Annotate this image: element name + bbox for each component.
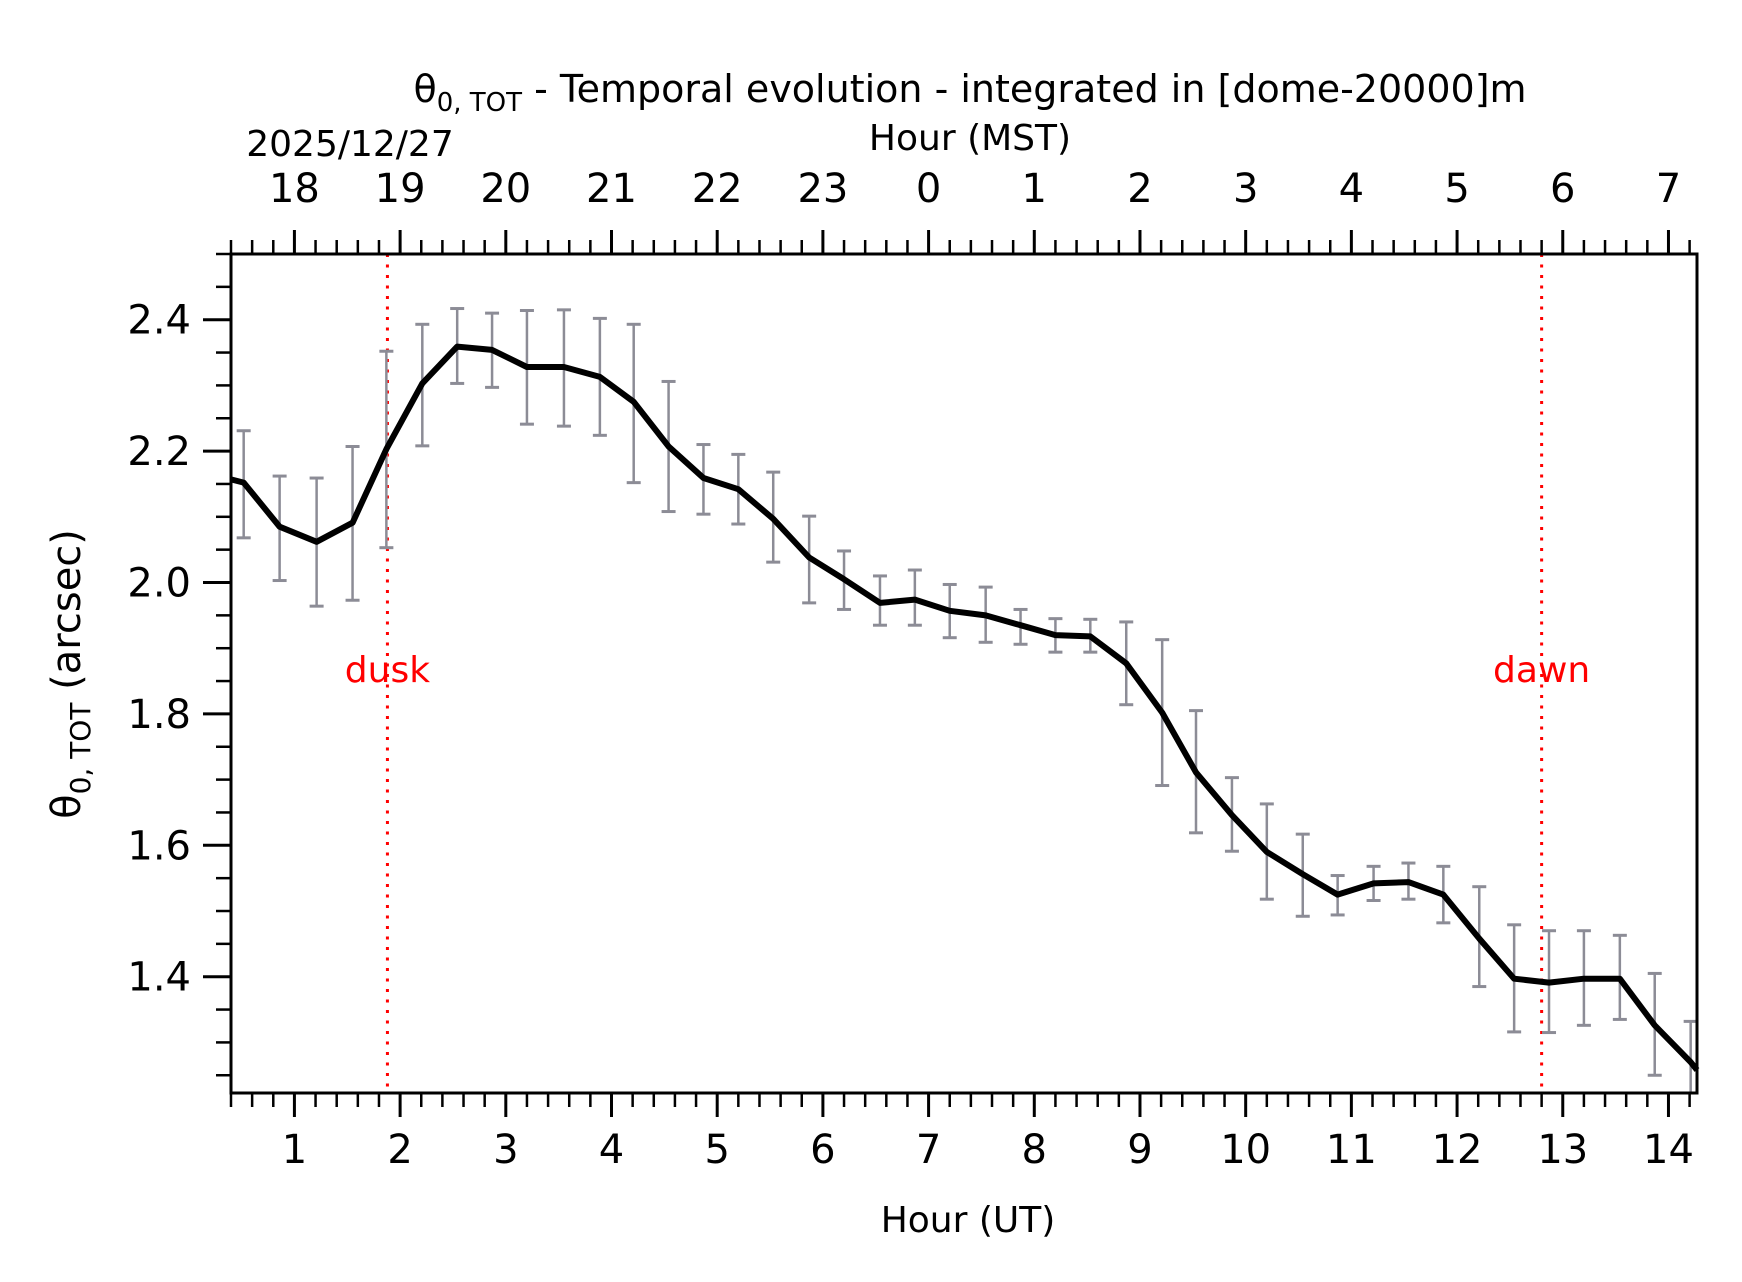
y-axis-title: θ0, TOT (arcsec) <box>44 529 97 819</box>
top-axis-title: Hour (MST) <box>869 118 1071 159</box>
date-label: 2025/12/27 <box>246 124 454 165</box>
dusk-label: dusk <box>345 650 430 691</box>
y-tick-label: 1.6 <box>127 823 191 869</box>
event-lines: dusk dawn <box>345 254 1590 1093</box>
error-bars <box>236 307 1698 1095</box>
x-tick-label: 9 <box>1127 1127 1152 1173</box>
x-tick-label: 12 <box>1432 1127 1483 1173</box>
title-symbol: θ <box>413 67 436 111</box>
x-top-tick-label: 6 <box>1550 166 1575 212</box>
y-tick-label: 2.2 <box>127 429 191 475</box>
plot-frame <box>229 252 1699 1095</box>
title-text: - Temporal evolution - integrated in [do… <box>522 67 1527 111</box>
dawn-label: dawn <box>1493 650 1590 691</box>
x-tick-label: 10 <box>1220 1127 1271 1173</box>
y-tick-label: 2.4 <box>127 298 191 344</box>
x-tick-label: 4 <box>599 1127 624 1173</box>
y-axis-symbol: θ <box>44 794 90 818</box>
x-top-tick-label: 7 <box>1656 166 1681 212</box>
y-tick-label: 1.8 <box>127 692 191 738</box>
x-top-tick-label: 1 <box>1022 166 1047 212</box>
chart-title: θ0, TOT - Temporal evolution - integrate… <box>413 67 1526 118</box>
x-top-tick-label: 2 <box>1127 166 1152 212</box>
x-tick-label: 3 <box>493 1127 518 1173</box>
x-top-tick-label: 20 <box>480 166 531 212</box>
x-axis-title: Hour (UT) <box>881 1200 1056 1241</box>
axis-ticks <box>203 230 1691 1117</box>
x-top-tick-label: 4 <box>1339 166 1364 212</box>
x-tick-label: 2 <box>387 1127 412 1173</box>
x-top-tick-label: 3 <box>1233 166 1258 212</box>
x-tick-label: 11 <box>1326 1127 1377 1173</box>
x-top-tick-label: 0 <box>916 166 941 212</box>
x-tick-label: 14 <box>1643 1127 1694 1173</box>
x-tick-labels: 1 2 3 4 5 6 7 8 9 10 11 12 13 14 <box>282 1127 1694 1173</box>
x-tick-label: 8 <box>1022 1127 1047 1173</box>
x-tick-label: 1 <box>282 1127 307 1173</box>
x-tick-label: 6 <box>810 1127 835 1173</box>
title-subscript: 0, TOT <box>437 88 522 118</box>
y-axis-subscript: 0, TOT <box>64 702 97 795</box>
y-axis-unit: (arcsec) <box>44 529 90 702</box>
x-top-tick-label: 5 <box>1444 166 1469 212</box>
y-tick-labels: 1.4 1.6 1.8 2.0 2.2 2.4 <box>127 298 191 1001</box>
x-tick-label: 13 <box>1537 1127 1588 1173</box>
x-tick-label: 7 <box>916 1127 941 1173</box>
x-top-tick-label: 23 <box>797 166 848 212</box>
series-line <box>230 343 1700 1072</box>
x-top-tick-label: 21 <box>586 166 637 212</box>
x-top-tick-labels: 18 19 20 21 22 23 0 1 2 3 4 5 6 7 <box>269 166 1681 212</box>
x-top-tick-label: 19 <box>375 166 426 212</box>
y-tick-label: 1.4 <box>127 955 191 1001</box>
y-tick-label: 2.0 <box>127 561 191 607</box>
x-top-tick-label: 18 <box>269 166 320 212</box>
x-tick-label: 5 <box>704 1127 729 1173</box>
x-top-tick-label: 22 <box>692 166 743 212</box>
